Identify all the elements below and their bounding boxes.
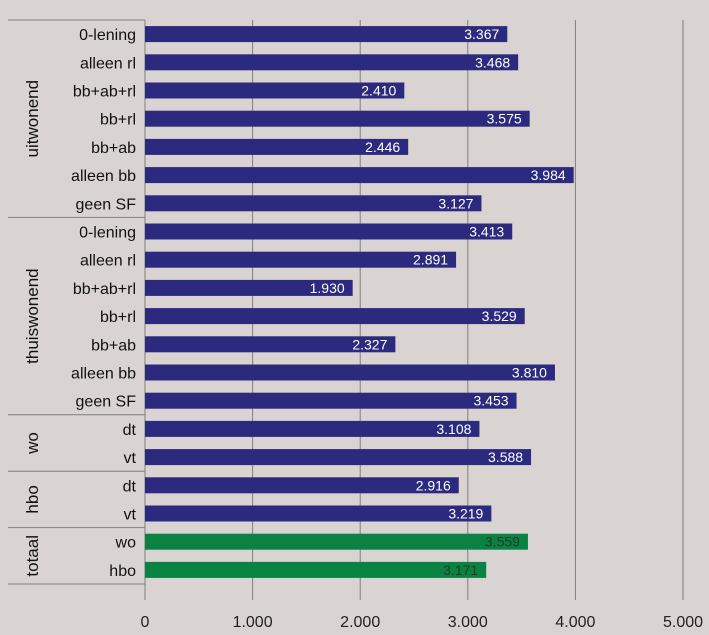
category-label: bb+rl — [100, 112, 136, 129]
category-label: dt — [123, 478, 137, 495]
bar-value-label: 3.413 — [469, 224, 504, 240]
bar-value-label: 3.219 — [448, 506, 483, 522]
bar-value-label: 3.588 — [488, 449, 523, 465]
bar — [145, 138, 409, 155]
bar-value-label: 3.171 — [443, 562, 478, 578]
category-label: hbo — [109, 563, 136, 580]
category-label: alleen bb — [71, 168, 136, 185]
group-label-uitwonend: uitwonend — [23, 80, 42, 158]
category-label: bb+ab+rl — [73, 281, 136, 298]
bar — [145, 392, 517, 409]
category-label: geen SF — [76, 394, 137, 411]
bar-value-label: 3.529 — [482, 308, 517, 324]
category-label: alleen bb — [71, 366, 136, 383]
category-label: wo — [115, 535, 137, 552]
bar-value-label: 3.453 — [473, 393, 508, 409]
category-label: vt — [124, 450, 137, 467]
group-label-wo: wo — [23, 432, 42, 455]
category-label: vt — [124, 507, 137, 524]
bar-value-label: 3.367 — [464, 26, 499, 42]
bar — [145, 110, 530, 127]
bar — [145, 561, 487, 578]
bar — [145, 533, 528, 550]
category-label: alleen rl — [80, 55, 136, 72]
category-label: 0-lening — [79, 225, 136, 242]
bar — [145, 82, 405, 99]
group-label-totaal: totaal — [23, 535, 42, 577]
category-labels: 0-lening alleen rl bb+ab+rl bb+rl bb+ab allee… — [71, 27, 137, 580]
x-tick-label: 3.000 — [448, 614, 488, 631]
category-label: bb+ab — [91, 337, 136, 354]
bar — [145, 26, 508, 43]
x-tick-label: 5.000 — [663, 614, 703, 631]
category-label: geen SF — [76, 196, 137, 213]
bar-value-label: 3.559 — [485, 534, 520, 550]
bar — [145, 505, 492, 522]
bar — [145, 449, 532, 466]
bar — [145, 195, 482, 212]
bar-value-label: 2.446 — [365, 139, 400, 155]
category-label: 0-lening — [79, 27, 136, 44]
bar — [145, 54, 519, 71]
bar — [145, 308, 525, 325]
bar — [145, 167, 574, 184]
category-label: bb+rl — [100, 309, 136, 326]
group-label-hbo: hbo — [23, 485, 42, 513]
bar-value-label: 3.575 — [487, 111, 522, 127]
bar — [145, 420, 480, 437]
bar — [145, 279, 353, 296]
category-label: dt — [123, 422, 137, 439]
group-labels: uitwonend thuiswonend wo hbo totaal — [23, 80, 42, 577]
bar-value-label: 1.930 — [310, 280, 345, 296]
bar-value-label: 2.327 — [352, 336, 387, 352]
bar-value-label: 2.916 — [416, 477, 451, 493]
bar — [145, 336, 396, 353]
x-tick-label: 1.000 — [233, 614, 273, 631]
group-label-thuiswonend: thuiswonend — [23, 268, 42, 363]
bar-value-label: 3.984 — [531, 167, 566, 183]
bar — [145, 251, 457, 268]
bar-value-label: 3.127 — [438, 195, 473, 211]
x-tick-label: 0 — [141, 614, 150, 631]
bar — [145, 223, 513, 240]
bar-value-label: 3.468 — [475, 54, 510, 70]
bar-value-label: 3.810 — [512, 365, 547, 381]
bar — [145, 477, 459, 494]
category-label: bb+ab+rl — [73, 84, 136, 101]
bar-value-label: 2.410 — [361, 83, 396, 99]
x-axis-ticks: 0 1.000 2.000 3.000 4.000 5.000 — [141, 614, 704, 631]
category-label: alleen rl — [80, 253, 136, 270]
x-tick-label: 4.000 — [555, 614, 595, 631]
category-label: bb+ab — [91, 140, 136, 157]
bar — [145, 364, 555, 381]
x-tick-label: 2.000 — [340, 614, 380, 631]
bars: 3.367 3.468 2.410 3.575 2.446 3.984 3.127 3.413… — [145, 26, 574, 578]
bar-value-label: 2.891 — [413, 252, 448, 268]
bar-value-label: 3.108 — [436, 421, 471, 437]
